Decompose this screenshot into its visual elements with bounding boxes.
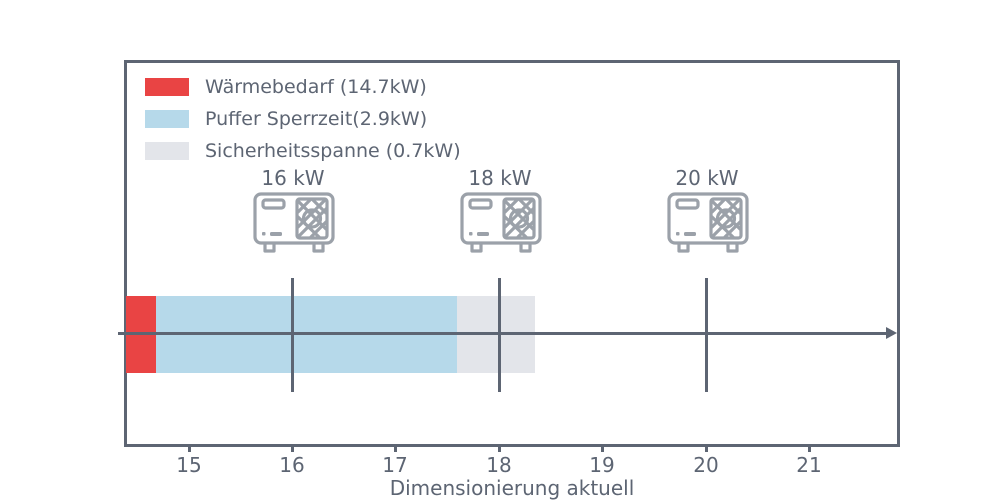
- marker-line-18kw: [498, 278, 501, 392]
- tick-mark: [705, 444, 708, 452]
- tick-label-19: 19: [589, 453, 615, 477]
- tick-mark: [601, 444, 604, 452]
- heat-pump-icon: [460, 192, 542, 253]
- tick-label-18: 18: [486, 453, 512, 477]
- heat-pump-icon: [667, 192, 749, 253]
- marker-label-18kw: 18 kW: [468, 166, 532, 190]
- legend-label: Sicherheitsspanne (0.7kW): [205, 140, 461, 162]
- legend-label: Puffer Sperrzeit(2.9kW): [205, 108, 428, 130]
- tick-mark: [808, 444, 811, 452]
- x-axis-label: Dimensionierung aktuell: [389, 476, 635, 500]
- marker-line-16kw: [291, 278, 294, 392]
- legend-item-sicherheit: Sicherheitsspanne (0.7kW): [145, 135, 461, 167]
- tick-label-16: 16: [279, 453, 305, 477]
- marker-line-20kw: [705, 278, 708, 392]
- tick-mark: [291, 444, 294, 452]
- tick-mark: [188, 444, 191, 452]
- legend: Wärmebedarf (14.7kW) Puffer Sperrzeit(2.…: [145, 71, 461, 167]
- marker-label-16kw: 16 kW: [261, 166, 325, 190]
- tick-label-15: 15: [176, 453, 202, 477]
- axis-arrow-line: [118, 332, 888, 335]
- tick-mark: [498, 444, 501, 452]
- heat-pump-icon: [253, 192, 335, 253]
- tick-label-20: 20: [693, 453, 719, 477]
- legend-swatch-blue: [145, 110, 189, 128]
- tick-label-17: 17: [382, 453, 408, 477]
- plot-border: [124, 60, 900, 447]
- tick-label-21: 21: [796, 453, 822, 477]
- legend-swatch-gray: [145, 142, 189, 160]
- tick-mark: [394, 444, 397, 452]
- marker-label-20kw: 20 kW: [675, 166, 739, 190]
- legend-label: Wärmebedarf (14.7kW): [205, 76, 427, 98]
- legend-item-waermebedarf: Wärmebedarf (14.7kW): [145, 71, 461, 103]
- legend-swatch-red: [145, 78, 189, 96]
- axis-arrow-head-icon: [886, 327, 897, 339]
- legend-item-puffer: Puffer Sperrzeit(2.9kW): [145, 103, 461, 135]
